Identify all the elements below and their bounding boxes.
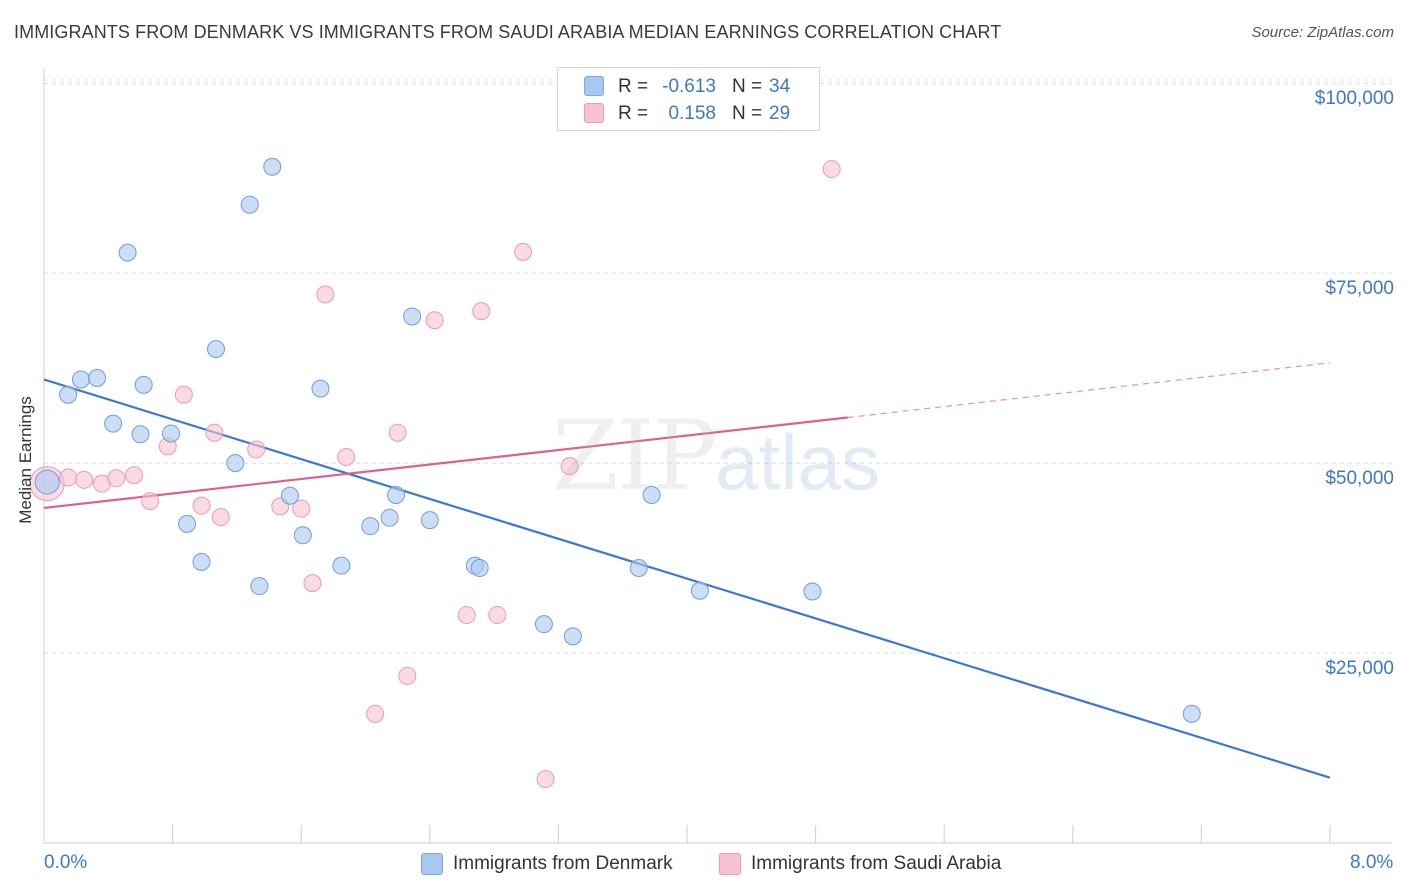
data-point-saudi [488,606,507,625]
data-point-denmark [690,581,709,600]
data-point-denmark [332,556,351,575]
data-point-saudi [472,302,491,321]
source-label: Source: ZipAtlas.com [1251,24,1394,41]
data-point-saudi [388,423,407,442]
data-point-denmark [161,424,180,443]
data-point-saudi [59,468,78,487]
axes [43,68,1392,844]
data-point-saudi [337,448,356,467]
data-point-denmark [240,195,259,214]
data-point-denmark [226,454,245,473]
data-point-denmark [361,517,380,536]
data-point-denmark [88,369,107,387]
series-name-saudi: Immigrants from Saudi Arabia [751,853,1002,874]
data-point-saudi [174,385,193,404]
series-name-denmark: Immigrants from Denmark [453,853,673,874]
y-tick-label: $25,000 [1325,658,1394,680]
data-point-saudi [205,423,224,442]
data-point-saudi [211,508,230,527]
data-point-saudi [75,470,94,489]
legend-r-value: -0.613 [662,76,716,97]
legend-swatch-denmark [584,76,604,96]
data-point-saudi [192,496,211,515]
legend-swatch-saudi [584,103,604,123]
data-point-denmark [34,469,60,495]
data-point-denmark [263,157,282,176]
data-point-denmark [104,414,123,433]
data-point-denmark [71,370,90,389]
watermark-zip: ZIP [552,400,717,512]
series-swatch-denmark [421,853,443,875]
data-point-saudi [425,311,444,330]
data-point-saudi [514,242,533,261]
data-point-saudi [141,492,160,511]
data-point-saudi [457,606,476,625]
trend-line-saudi [43,362,1331,510]
watermark-atlas: atlas [715,418,880,506]
y-tick-label: $100,000 [1314,88,1394,110]
data-point-saudi [125,466,144,485]
gridlines [44,79,1392,654]
legend-r-label: R = [618,103,649,124]
points-denmark [34,157,1201,723]
data-point-saudi [398,666,417,685]
data-point-saudi [316,285,335,304]
data-point-denmark [629,558,648,577]
data-point-denmark [59,385,78,404]
data-point-denmark [293,526,312,545]
series-swatch-saudi [719,853,741,875]
trend-line-saudi-solid [43,416,848,510]
y-axis-label: Median Earnings [16,396,35,524]
data-point-denmark [280,486,299,505]
data-point-saudi [247,440,266,459]
data-point-denmark [470,558,489,577]
legend-n-value: 34 [769,76,791,97]
data-point-denmark [803,582,822,601]
points-saudi-arabia [29,160,841,789]
data-point-denmark [250,577,269,596]
x-tick-label-max: 8.0% [1350,852,1394,873]
data-point-denmark [563,627,582,646]
data-point-denmark [311,379,330,398]
data-point-saudi [107,469,126,488]
data-point-denmark [420,511,439,530]
data-point-saudi [366,704,385,723]
x-tick-label-min: 0.0% [44,852,88,873]
data-point-denmark [387,486,406,505]
data-point-saudi [303,574,322,593]
data-point-saudi [536,770,555,789]
data-point-denmark [642,486,661,505]
data-point-denmark [403,307,422,326]
data-point-denmark [1182,704,1201,723]
y-tick-label: $50,000 [1325,468,1394,490]
correlation-legend: R = -0.613 N = 34 R = 0.158 N = 29 [557,67,820,131]
watermark: ZIPatlas [552,400,880,512]
legend-n-value: 29 [769,103,791,124]
legend-n-label: N = [732,76,763,97]
data-point-denmark [380,508,399,527]
data-point-denmark [207,340,226,359]
data-point-denmark [534,615,553,634]
data-point-denmark [131,425,150,444]
data-point-denmark [118,243,137,262]
series-legend-denmark[interactable]: Immigrants from Denmark [421,852,673,876]
legend-r-label: R = [618,76,649,97]
data-point-saudi [292,499,311,518]
series-legend-saudi[interactable]: Immigrants from Saudi Arabia [719,852,1001,876]
data-point-saudi [822,160,841,179]
data-point-denmark [134,375,153,394]
data-point-denmark [192,552,211,571]
data-point-saudi [560,457,579,476]
chart-title: IMMIGRANTS FROM DENMARK VS IMMIGRANTS FR… [14,22,1002,42]
y-tick-label: $75,000 [1325,278,1394,300]
trend-line-saudi-dashed [847,362,1331,419]
data-point-denmark [178,514,197,533]
legend-r-value: 0.158 [668,103,716,124]
legend-n-label: N = [732,103,763,124]
